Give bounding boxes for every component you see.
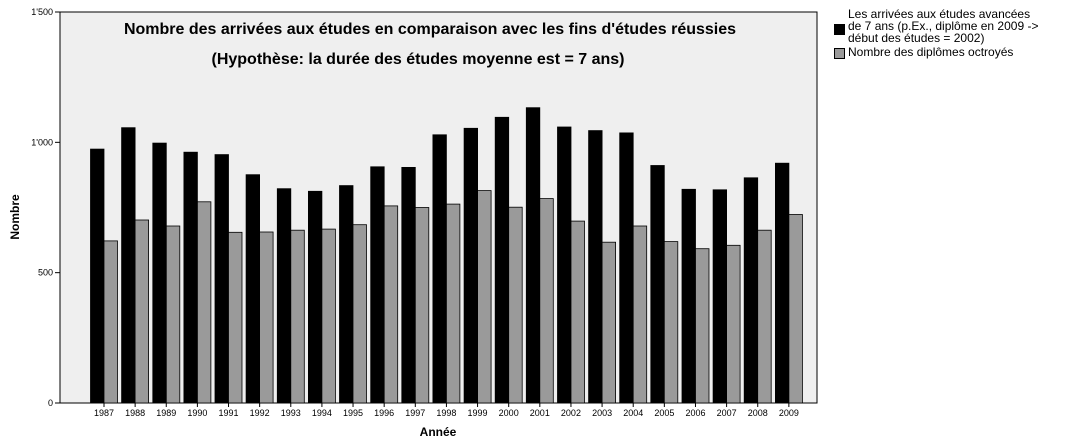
bar-diplomas-2009 [788, 214, 803, 404]
x-tick-label-1989: 1989 [156, 408, 176, 418]
legend-item-arrivals: Les arrivées aux études avancées de 7 an… [834, 8, 1064, 44]
legend-swatch-black [834, 24, 845, 35]
bar-diplomas-1990 [196, 201, 212, 404]
bar-diplomas-2002 [570, 220, 585, 404]
legend: Les arrivées aux études avancées de 7 an… [834, 8, 1064, 61]
x-tick-label-2008: 2008 [748, 408, 768, 418]
bar-diplomas-2006 [695, 248, 710, 404]
legend-item-diplomas: Nombre des diplômes octroyés [834, 46, 1064, 59]
bar-diplomas-2000 [508, 206, 523, 404]
x-tick-label-2004: 2004 [623, 408, 643, 418]
y-tick-label-1500: 1'500 [31, 7, 53, 17]
bar-diplomas-2008 [757, 229, 772, 404]
bar-arrivals-1990 [183, 151, 198, 404]
bar-diplomas-1997 [414, 207, 430, 404]
x-tick-label-1988: 1988 [125, 408, 145, 418]
bar-arrivals-1995 [339, 185, 354, 404]
x-tick-label-2000: 2000 [499, 408, 519, 418]
bar-arrivals-2008 [743, 177, 759, 404]
bar-arrivals-2002 [557, 126, 572, 404]
x-tick-label-1987: 1987 [94, 408, 114, 418]
legend-label-diplomas: Nombre des diplômes octroyés [848, 45, 1014, 59]
bar-diplomas-1998 [445, 203, 461, 404]
bar-arrivals-2003 [588, 130, 603, 404]
bar-diplomas-1988 [134, 219, 150, 404]
x-tick-label-1994: 1994 [312, 408, 332, 418]
x-tick-label-1996: 1996 [374, 408, 394, 418]
chart-title: Nombre des arrivées aux études en compar… [124, 21, 736, 38]
legend-label-arrivals: Les arrivées aux études avancées de 7 an… [848, 7, 1039, 45]
bar-arrivals-1994 [307, 190, 323, 404]
y-tick-label-0: 0 [48, 398, 53, 408]
bar-arrivals-1988 [121, 127, 136, 404]
bar-arrivals-1999 [463, 127, 479, 404]
bar-arrivals-2000 [494, 116, 510, 404]
y-tick-label-500: 500 [38, 268, 53, 278]
bar-diplomas-1992 [259, 231, 274, 404]
x-tick-label-1990: 1990 [187, 408, 207, 418]
x-tick-label-1991: 1991 [219, 408, 239, 418]
bar-arrivals-1997 [401, 166, 416, 404]
x-axis-label: Année [420, 425, 457, 439]
bar-diplomas-1991 [228, 231, 243, 404]
x-tick-label-1997: 1997 [405, 408, 425, 418]
x-tick-label-2005: 2005 [654, 408, 674, 418]
x-tick-label-2007: 2007 [717, 408, 737, 418]
x-tick-label-2001: 2001 [530, 408, 550, 418]
bar-diplomas-1996 [383, 205, 399, 404]
bar-diplomas-1989 [165, 225, 181, 404]
bar-diplomas-1994 [321, 228, 336, 404]
bar-arrivals-1993 [276, 188, 292, 404]
bar-arrivals-2004 [619, 132, 634, 404]
bar-arrivals-1998 [432, 134, 447, 404]
bar-arrivals-1987 [90, 148, 105, 404]
x-tick-label-1993: 1993 [281, 408, 301, 418]
axes-group: 1987 1988 1989 1990 1991 1992 1993 1994 1995 1996… [31, 7, 799, 418]
bar-diplomas-1999 [477, 190, 492, 404]
x-tick-label-2009: 2009 [779, 408, 799, 418]
bar-diplomas-1993 [290, 229, 305, 404]
x-tick-label-2006: 2006 [685, 408, 705, 418]
bar-arrivals-2006 [681, 188, 696, 404]
y-tick-label-1000: 1'000 [31, 137, 53, 147]
x-tick-label-1995: 1995 [343, 408, 363, 418]
bar-diplomas-2007 [726, 244, 741, 404]
x-tick-label-2003: 2003 [592, 408, 612, 418]
bar-arrivals-1992 [245, 174, 261, 404]
y-axis-label: Nombre [8, 194, 22, 240]
bar-diplomas-1995 [352, 224, 367, 404]
bar-diplomas-1987 [103, 240, 118, 404]
bar-diplomas-2001 [539, 198, 554, 404]
bar-diplomas-2005 [663, 241, 679, 404]
x-tick-label-2002: 2002 [561, 408, 581, 418]
x-tick-label-1992: 1992 [250, 408, 270, 418]
bar-arrivals-2007 [712, 189, 727, 404]
bar-arrivals-2001 [525, 107, 541, 404]
bar-arrivals-1989 [152, 142, 167, 404]
bar-diplomas-2003 [601, 241, 616, 404]
bar-arrivals-2005 [650, 165, 665, 404]
bar-arrivals-1991 [214, 154, 229, 404]
bar-arrivals-2009 [775, 162, 790, 404]
bar-arrivals-1996 [370, 166, 385, 404]
x-tick-label-1999: 1999 [468, 408, 488, 418]
legend-swatch-gray [834, 48, 845, 59]
chart-subtitle: (Hypothèse: la durée des études moyenne … [211, 51, 624, 68]
bars-group [90, 107, 803, 404]
bar-diplomas-2004 [632, 225, 648, 404]
x-tick-label-1998: 1998 [436, 408, 456, 418]
